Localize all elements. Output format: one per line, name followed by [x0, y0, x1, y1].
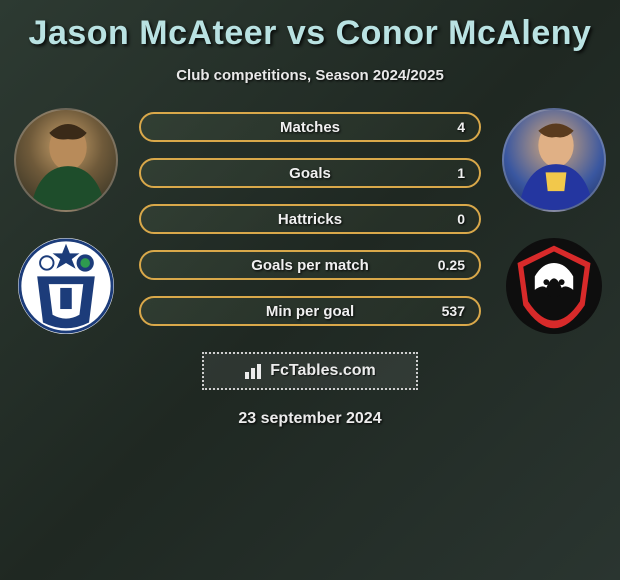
club-badge-left — [18, 238, 114, 334]
stat-row-hattricks: Hattricks 0 — [139, 204, 481, 234]
stat-label: Min per goal — [266, 303, 354, 320]
stat-row-goals-per-match: Goals per match 0.25 — [139, 250, 481, 280]
stat-value-right: 0.25 — [438, 257, 465, 273]
player-photo-right — [502, 108, 606, 212]
right-column — [499, 108, 609, 334]
page-title: Jason McAteer vs Conor McAleny — [29, 14, 592, 53]
source-logo-text: FcTables.com — [270, 362, 376, 380]
tranmere-badge-icon — [18, 238, 114, 334]
stats-column: Matches 4 Goals 1 Hattricks 0 Goals per … — [139, 112, 481, 326]
main-row: Matches 4 Goals 1 Hattricks 0 Goals per … — [0, 108, 620, 334]
date-line: 23 september 2024 — [238, 410, 381, 428]
bar-chart-icon — [244, 362, 264, 380]
stat-value-right: 4 — [457, 119, 465, 135]
stat-value-right: 1 — [457, 165, 465, 181]
stat-row-min-per-goal: Min per goal 537 — [139, 296, 481, 326]
stat-label: Hattricks — [278, 211, 342, 228]
stat-label: Goals per match — [251, 257, 369, 274]
source-logo-box: FcTables.com — [202, 352, 418, 390]
left-column — [11, 108, 121, 334]
stat-row-matches: Matches 4 — [139, 112, 481, 142]
infographic-container: Jason McAteer vs Conor McAleny Club comp… — [0, 0, 620, 438]
salford-badge-icon — [506, 238, 602, 334]
player-silhouette-icon — [504, 110, 606, 212]
club-badge-right — [506, 238, 602, 334]
player-silhouette-icon — [16, 110, 118, 212]
stat-label: Matches — [280, 119, 340, 136]
stat-label: Goals — [289, 165, 331, 182]
player-photo-left — [14, 108, 118, 212]
stat-value-right: 537 — [442, 303, 465, 319]
stat-row-goals: Goals 1 — [139, 158, 481, 188]
subtitle: Club competitions, Season 2024/2025 — [176, 67, 444, 84]
stat-value-right: 0 — [457, 211, 465, 227]
